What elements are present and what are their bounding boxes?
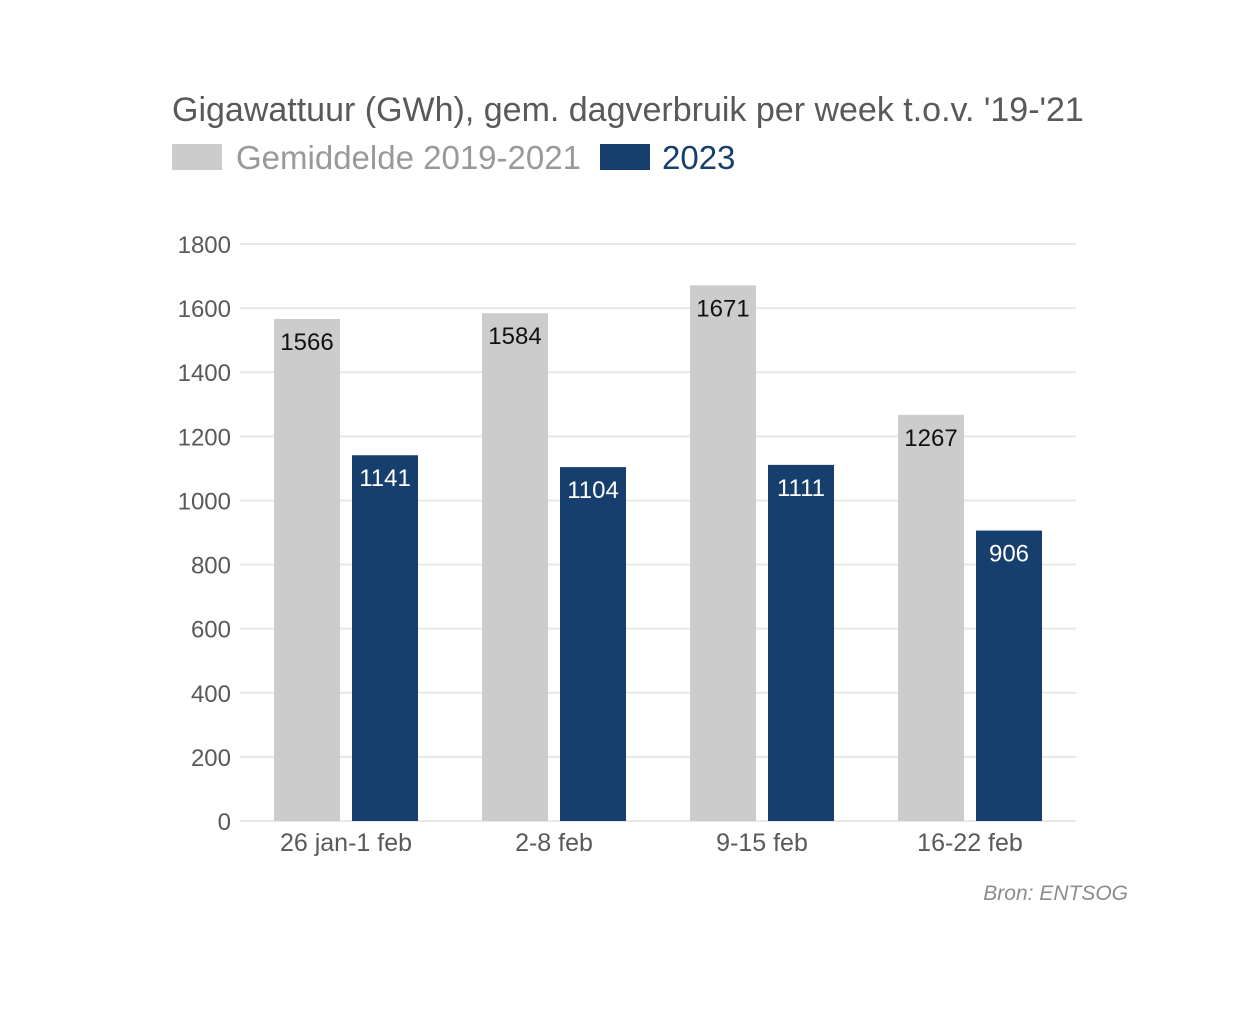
legend-label-1: Gemiddelde 2019-2021 [236,139,581,176]
data-label-series2-2: 1104 [567,477,619,504]
y-axis: 0 200 400 600 800 1000 1200 1400 1600 1800 [178,232,231,836]
x-category-label-1: 26 jan-1 feb [280,829,412,857]
x-category-label-3: 9-15 feb [716,829,808,857]
y-tick-label-600: 600 [191,617,231,644]
y-tick-label-200: 200 [191,745,231,772]
y-tick-label-0: 0 [218,809,231,836]
source-label: Bron: ENTSOG [983,882,1128,905]
bar-series2-2 [560,467,626,821]
data-label-series1-1: 1566 [280,329,333,356]
bar-series1-4 [898,414,964,821]
x-axis: 26 jan-1 feb 2-8 feb 9-15 feb 16-22 feb [280,829,1023,857]
data-label-series1-2: 1584 [488,323,541,350]
y-tick-label-800: 800 [191,553,231,580]
data-label-series2-3: 1111 [777,475,825,502]
data-label-series1-4: 1267 [904,425,957,452]
data-label-series2-4: 906 [989,541,1029,568]
legend-label-2: 2023 [662,139,735,176]
bar-series2-1 [352,455,418,821]
x-category-label-2: 2-8 feb [515,829,593,857]
y-tick-label-1800: 1800 [178,232,231,259]
data-label-series2-1: 1141 [359,465,411,492]
bar-series1-3 [690,285,756,821]
bar-series2-4 [976,530,1042,821]
bar-series1-2 [482,313,548,821]
data-label-series1-3: 1671 [696,295,749,322]
chart-title: Gigawattuur (GWh), gem. dagverbruik per … [172,91,1084,129]
y-tick-label-1000: 1000 [178,488,231,515]
bar-series2-3 [768,464,834,821]
y-tick-label-1600: 1600 [178,296,231,323]
bars [274,285,1042,821]
y-tick-label-400: 400 [191,681,231,708]
legend: Gemiddelde 2019-2021 2023 [172,139,735,176]
x-category-label-4: 16-22 feb [917,829,1023,857]
legend-swatch-2 [600,144,650,170]
data-labels: 1566 1141 1584 1104 1671 1111 1267 906 [280,295,1029,567]
bar-series1-1 [274,319,340,821]
y-tick-label-1200: 1200 [178,424,231,451]
y-tick-label-1400: 1400 [178,360,231,387]
legend-swatch-1 [172,144,222,170]
